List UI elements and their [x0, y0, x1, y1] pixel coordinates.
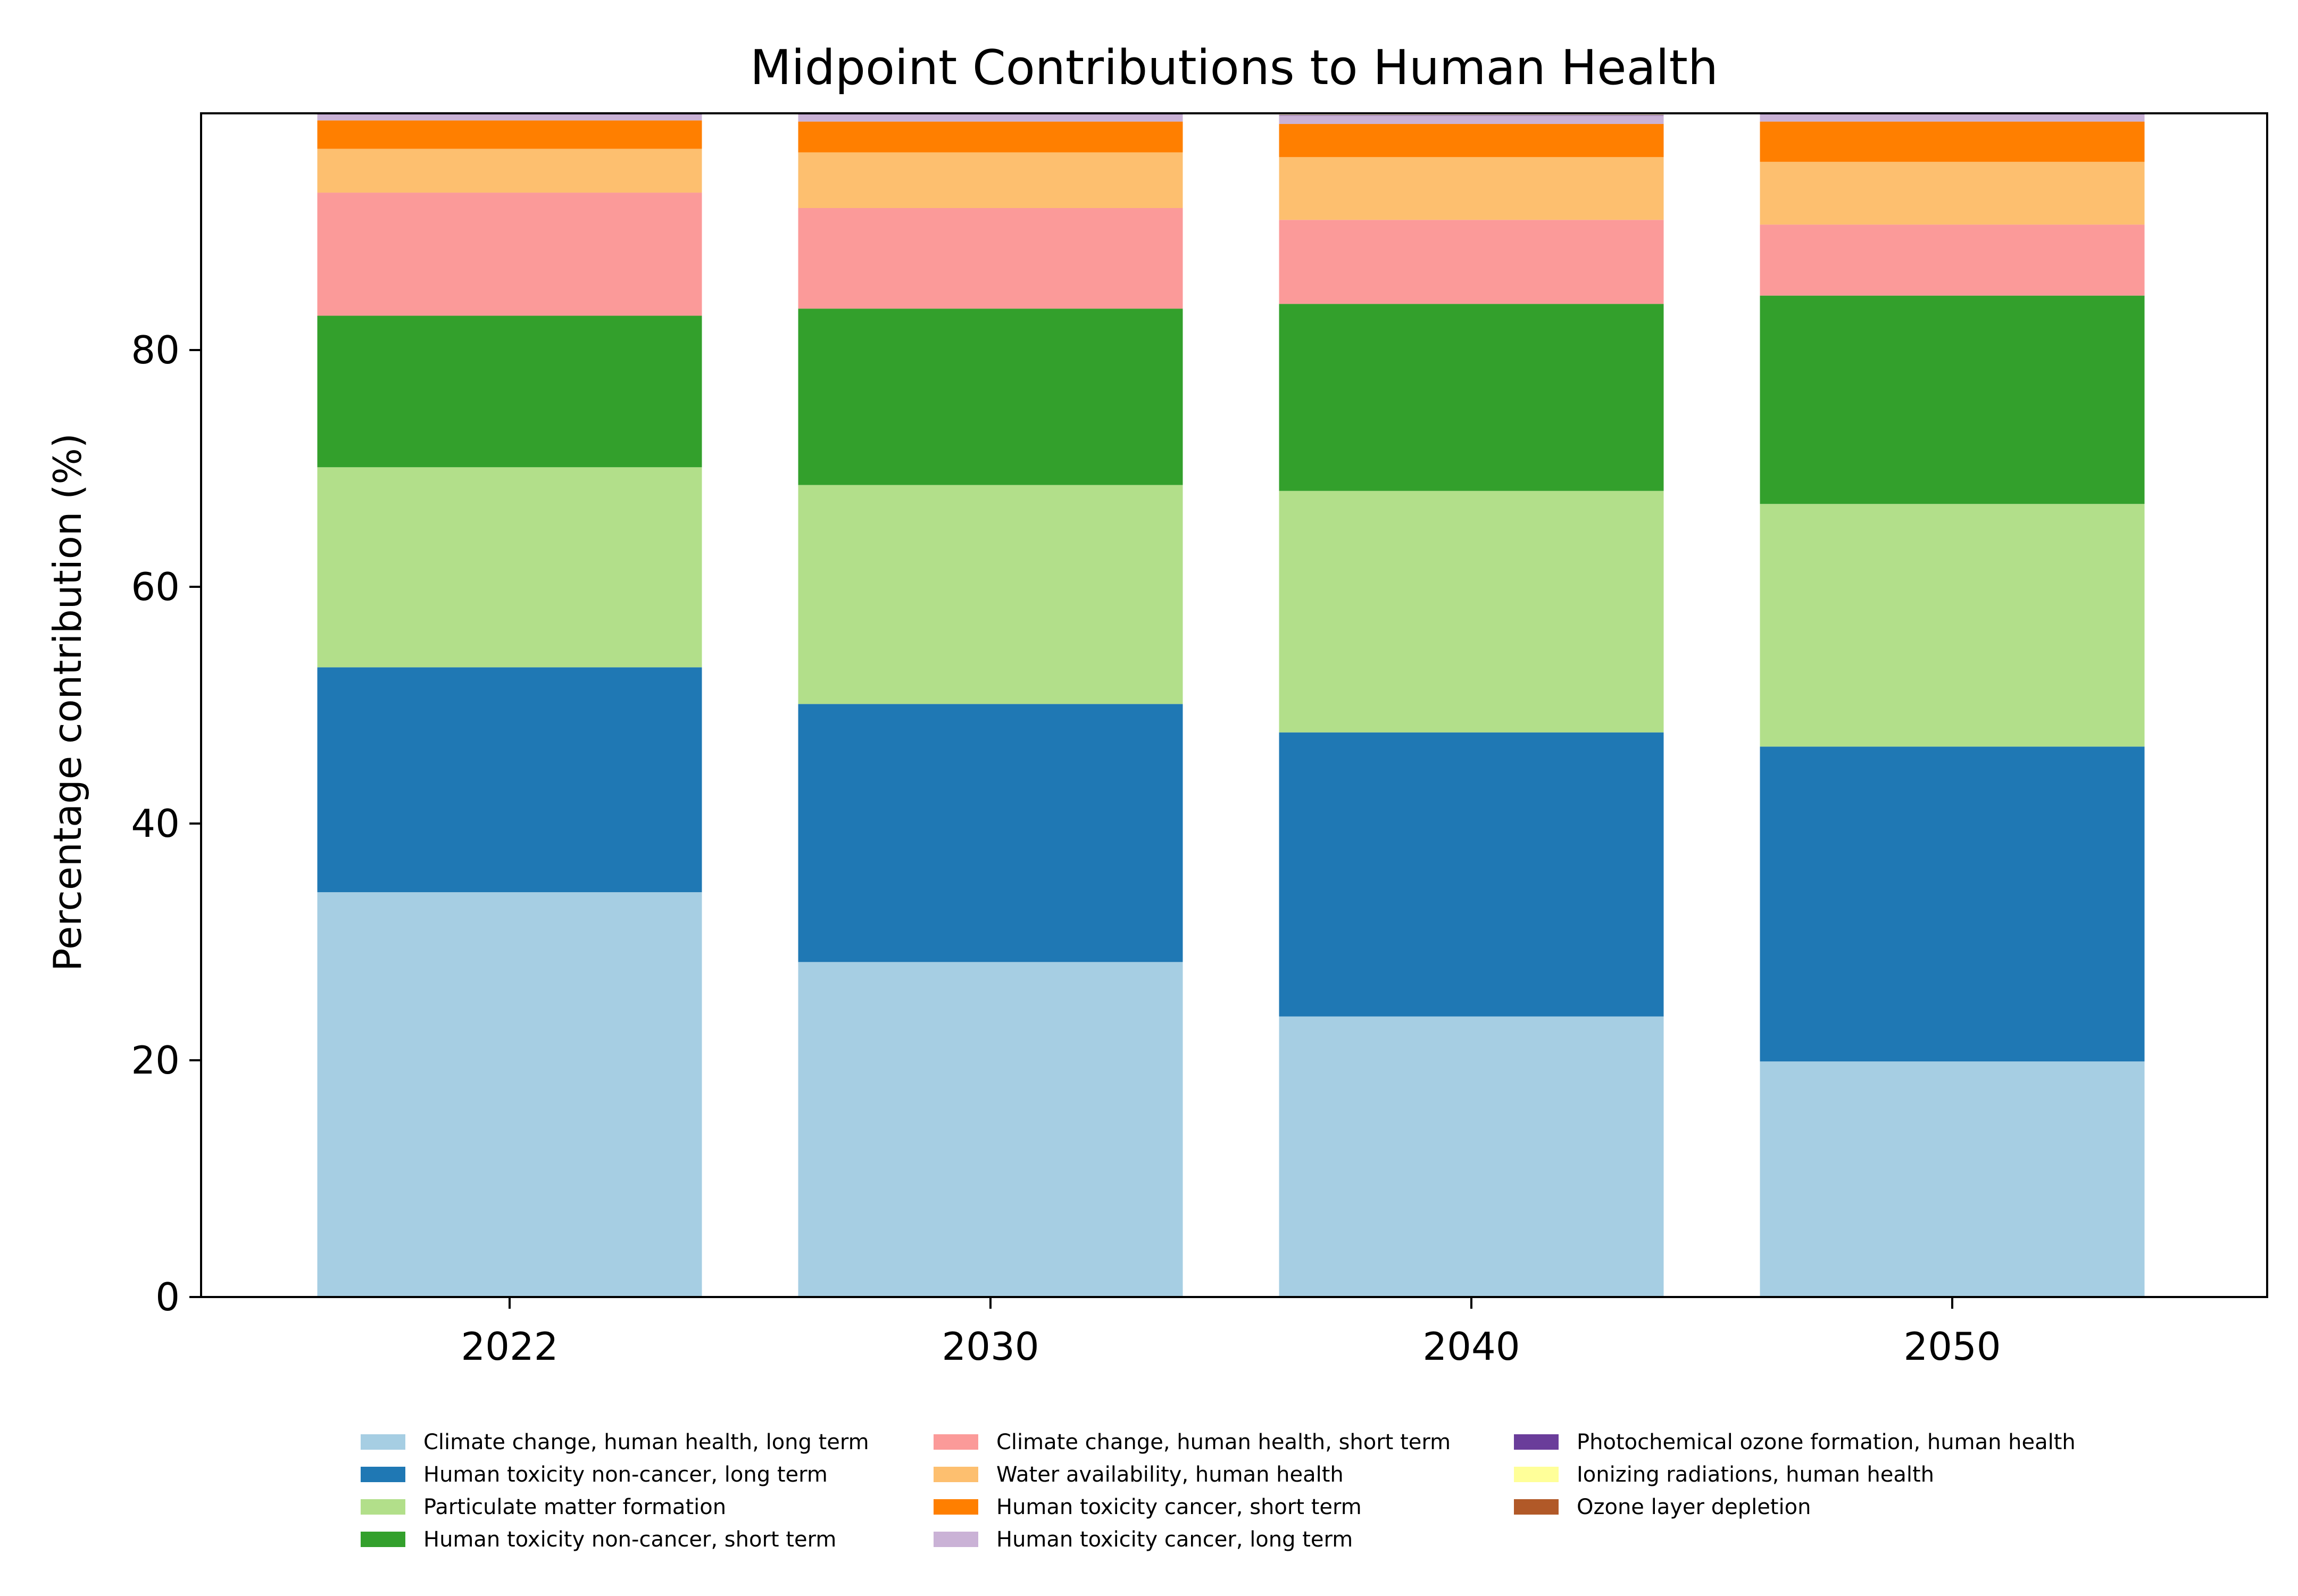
bar-segment-2050-series-3 — [1760, 295, 2145, 504]
bar-segment-2022-series-0 — [317, 892, 702, 1297]
y-tick-label: 60 — [131, 564, 180, 609]
legend-swatch — [934, 1434, 978, 1450]
bar-segment-2030-series-6 — [798, 121, 1183, 153]
plot-frame — [200, 112, 2268, 1298]
x-axis: 2022 2030 2040 2050 — [461, 1297, 2001, 1369]
legend-label: Human toxicity cancer, long term — [996, 1527, 1353, 1552]
bar-segment-2030-series-0 — [798, 962, 1183, 1297]
bar-segment-2030-series-3 — [798, 309, 1183, 485]
y-tick-label: 40 — [131, 801, 180, 846]
bar-segment-2022-series-6 — [317, 120, 702, 149]
legend-label: Climate change, human health, short term — [996, 1430, 1451, 1454]
bars-layer — [317, 113, 2145, 1297]
bar-segment-2040-series-6 — [1279, 124, 1664, 157]
legend-label: Particulate matter formation — [423, 1495, 726, 1519]
legend-swatch — [1514, 1499, 1559, 1515]
bar-segment-2050-series-4 — [1760, 225, 2145, 296]
legend-label: Ionizing radiations, human health — [1577, 1462, 1934, 1487]
bar-segment-2050-series-2 — [1760, 504, 2145, 747]
x-tick-label-2040: 2040 — [1422, 1324, 1520, 1369]
legend-swatch — [361, 1434, 405, 1450]
legend-label: Human toxicity cancer, short term — [996, 1495, 1362, 1519]
bar-segment-2040-series-0 — [1279, 1016, 1664, 1297]
x-tick-label-2050: 2050 — [1903, 1324, 2001, 1369]
y-axis-label: Percentage contribution (%) — [45, 433, 90, 971]
legend-label: Water availability, human health — [996, 1462, 1344, 1487]
legend-swatch — [361, 1467, 405, 1482]
legend-swatch — [361, 1532, 405, 1547]
bar-segment-2040-series-5 — [1279, 157, 1664, 220]
bar-segment-2040-series-3 — [1279, 304, 1664, 491]
legend-label: Climate change, human health, long term — [423, 1430, 869, 1454]
y-tick-label: 80 — [131, 328, 180, 372]
bar-segment-2022-series-3 — [317, 315, 702, 468]
bar-segment-2030-series-4 — [798, 208, 1183, 309]
legend-label: Human toxicity non-cancer, short term — [423, 1527, 836, 1552]
bar-segment-2030-series-7 — [798, 114, 1183, 122]
bar-segment-2050-series-0 — [1760, 1061, 2145, 1297]
y-tick-label: 0 — [155, 1275, 180, 1319]
bar-segment-2022-series-1 — [317, 667, 702, 893]
legend-swatch — [934, 1532, 978, 1547]
bar-segment-2050-series-6 — [1760, 121, 2145, 162]
bar-segment-2030-series-2 — [798, 485, 1183, 704]
legend-swatch — [361, 1499, 405, 1515]
y-axis: 0 20 40 60 80 — [131, 328, 201, 1319]
bar-segment-2050-series-1 — [1760, 746, 2145, 1062]
x-tick-label-2022: 2022 — [461, 1324, 558, 1369]
chart-title: Midpoint Contributions to Human Health — [750, 40, 1718, 96]
legend: Climate change, human health, long term H… — [361, 1430, 2076, 1552]
bar-segment-2022-series-5 — [317, 148, 702, 193]
legend-label: Photochemical ozone formation, human hea… — [1577, 1430, 2076, 1454]
bar-segment-2050-series-7 — [1760, 114, 2145, 122]
bar-segment-2050-series-5 — [1760, 162, 2145, 225]
bar-segment-2040-series-7 — [1279, 115, 1664, 124]
bar-segment-2030-series-5 — [798, 152, 1183, 208]
bar-segment-2022-series-7 — [317, 114, 702, 121]
x-tick-label-2030: 2030 — [942, 1324, 1039, 1369]
bar-segment-2040-series-4 — [1279, 220, 1664, 304]
legend-label: Ozone layer depletion — [1577, 1495, 1811, 1519]
legend-swatch — [1514, 1434, 1559, 1450]
bar-segment-2040-series-1 — [1279, 732, 1664, 1017]
bar-segment-2030-series-1 — [798, 704, 1183, 962]
y-tick-label: 20 — [131, 1038, 180, 1083]
legend-swatch — [934, 1467, 978, 1482]
legend-swatch — [934, 1499, 978, 1515]
bar-segment-2022-series-4 — [317, 193, 702, 316]
legend-label: Human toxicity non-cancer, long term — [423, 1462, 828, 1487]
legend-swatch — [1514, 1467, 1559, 1482]
bar-segment-2022-series-2 — [317, 467, 702, 668]
bar-segment-2040-series-2 — [1279, 491, 1664, 733]
